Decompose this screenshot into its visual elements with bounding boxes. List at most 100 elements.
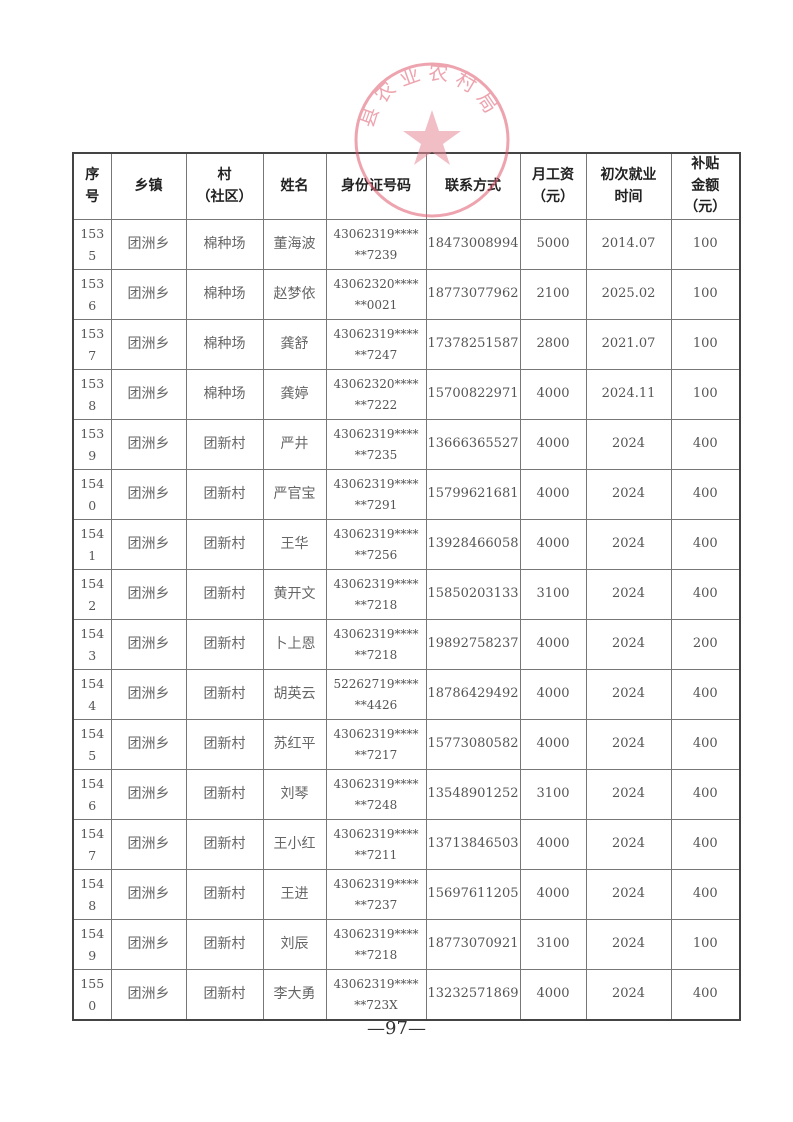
cell-village: 团新村 bbox=[185, 869, 264, 921]
cell-subsidy: 400 bbox=[670, 819, 741, 871]
cell-first-employment: 2024.11 bbox=[585, 369, 672, 421]
cell-seq: 154 7 bbox=[72, 819, 112, 871]
cell-monthly-wage: 4000 bbox=[519, 969, 587, 1021]
cell-township: 团洲乡 bbox=[110, 819, 187, 871]
cell-village: 棉种场 bbox=[185, 269, 264, 321]
cell-id-number: 43062319**** **7291 bbox=[325, 469, 427, 521]
cell-village: 棉种场 bbox=[185, 369, 264, 421]
cell-subsidy: 100 bbox=[670, 319, 741, 371]
cell-monthly-wage: 4000 bbox=[519, 419, 587, 471]
cell-township: 团洲乡 bbox=[110, 769, 187, 821]
cell-seq: 154 1 bbox=[72, 519, 112, 571]
cell-village: 团新村 bbox=[185, 569, 264, 621]
header-phone: 联系方式 bbox=[425, 152, 521, 221]
cell-id-number: 43062319**** **7239 bbox=[325, 219, 427, 271]
cell-seq: 154 6 bbox=[72, 769, 112, 821]
header-subsidy: 补贴 金额 （元） bbox=[670, 152, 741, 221]
cell-name: 苏红平 bbox=[262, 719, 327, 771]
cell-township: 团洲乡 bbox=[110, 319, 187, 371]
cell-subsidy: 400 bbox=[670, 469, 741, 521]
cell-phone: 13928466058 bbox=[425, 519, 521, 571]
cell-seq: 154 0 bbox=[72, 469, 112, 521]
header-township: 乡镇 bbox=[110, 152, 187, 221]
cell-township: 团洲乡 bbox=[110, 519, 187, 571]
cell-monthly-wage: 4000 bbox=[519, 369, 587, 421]
cell-seq: 153 8 bbox=[72, 369, 112, 421]
cell-seq: 153 6 bbox=[72, 269, 112, 321]
cell-first-employment: 2025.02 bbox=[585, 269, 672, 321]
cell-name: 卜上恩 bbox=[262, 619, 327, 671]
cell-id-number: 43062319**** **7218 bbox=[325, 569, 427, 621]
cell-subsidy: 400 bbox=[670, 869, 741, 921]
cell-name: 龚婷 bbox=[262, 369, 327, 421]
cell-phone: 15850203133 bbox=[425, 569, 521, 621]
cell-subsidy: 100 bbox=[670, 269, 741, 321]
cell-township: 团洲乡 bbox=[110, 469, 187, 521]
cell-village: 团新村 bbox=[185, 919, 264, 971]
cell-village: 团新村 bbox=[185, 819, 264, 871]
cell-phone: 17378251587 bbox=[425, 319, 521, 371]
cell-name: 赵梦依 bbox=[262, 269, 327, 321]
cell-township: 团洲乡 bbox=[110, 569, 187, 621]
table-row: 153 6 团洲乡 棉种场 赵梦依 43062320**** **0021 1877307… bbox=[72, 269, 741, 321]
cell-monthly-wage: 3100 bbox=[519, 769, 587, 821]
cell-id-number: 43062320**** **7222 bbox=[325, 369, 427, 421]
cell-id-number: 43062319**** **7237 bbox=[325, 869, 427, 921]
cell-phone: 13232571869 bbox=[425, 969, 521, 1021]
cell-township: 团洲乡 bbox=[110, 419, 187, 471]
cell-name: 李大勇 bbox=[262, 969, 327, 1021]
cell-first-employment: 2024 bbox=[585, 469, 672, 521]
table-row: 154 3 团洲乡 团新村 卜上恩 43062319**** **7218 1989275… bbox=[72, 619, 741, 671]
cell-phone: 18473008994 bbox=[425, 219, 521, 271]
cell-village: 团新村 bbox=[185, 469, 264, 521]
table-row: 154 1 团洲乡 团新村 王华 43062319**** **7256 13928466… bbox=[72, 519, 741, 571]
cell-id-number: 43062319**** **7247 bbox=[325, 319, 427, 371]
cell-first-employment: 2024 bbox=[585, 819, 672, 871]
cell-village: 团新村 bbox=[185, 519, 264, 571]
cell-id-number: 43062319**** **7248 bbox=[325, 769, 427, 821]
header-seq: 序 号 bbox=[72, 152, 112, 221]
cell-name: 董海波 bbox=[262, 219, 327, 271]
cell-first-employment: 2024 bbox=[585, 919, 672, 971]
cell-name: 王小红 bbox=[262, 819, 327, 871]
cell-village: 团新村 bbox=[185, 719, 264, 771]
table-row: 154 4 团洲乡 团新村 胡英云 52262719**** **4426 1878642… bbox=[72, 669, 741, 721]
cell-phone: 13666365527 bbox=[425, 419, 521, 471]
table-row: 153 5 团洲乡 棉种场 董海波 43062319**** **7239 1847300… bbox=[72, 219, 741, 271]
cell-village: 棉种场 bbox=[185, 219, 264, 271]
cell-phone: 15799621681 bbox=[425, 469, 521, 521]
cell-phone: 15697611205 bbox=[425, 869, 521, 921]
header-village: 村 （社区） bbox=[185, 152, 264, 221]
cell-monthly-wage: 3100 bbox=[519, 919, 587, 971]
cell-first-employment: 2024 bbox=[585, 519, 672, 571]
cell-seq: 154 2 bbox=[72, 569, 112, 621]
cell-township: 团洲乡 bbox=[110, 719, 187, 771]
cell-first-employment: 2024 bbox=[585, 969, 672, 1021]
table-row: 153 8 团洲乡 棉种场 龚婷 43062320**** **7222 15700822… bbox=[72, 369, 741, 421]
cell-phone: 18773077962 bbox=[425, 269, 521, 321]
table-row: 154 5 团洲乡 团新村 苏红平 43062319**** **7217 1577308… bbox=[72, 719, 741, 771]
cell-monthly-wage: 2800 bbox=[519, 319, 587, 371]
cell-monthly-wage: 4000 bbox=[519, 619, 587, 671]
cell-first-employment: 2024 bbox=[585, 619, 672, 671]
cell-township: 团洲乡 bbox=[110, 619, 187, 671]
cell-subsidy: 400 bbox=[670, 669, 741, 721]
cell-seq: 154 5 bbox=[72, 719, 112, 771]
table-row: 154 6 团洲乡 团新村 刘琴 43062319**** **7248 13548901… bbox=[72, 769, 741, 821]
cell-monthly-wage: 4000 bbox=[519, 869, 587, 921]
cell-id-number: 43062320**** **0021 bbox=[325, 269, 427, 321]
cell-id-number: 43062319**** **7256 bbox=[325, 519, 427, 571]
cell-village: 棉种场 bbox=[185, 319, 264, 371]
cell-subsidy: 400 bbox=[670, 419, 741, 471]
cell-township: 团洲乡 bbox=[110, 919, 187, 971]
cell-township: 团洲乡 bbox=[110, 869, 187, 921]
cell-name: 严井 bbox=[262, 419, 327, 471]
cell-monthly-wage: 4000 bbox=[519, 819, 587, 871]
cell-id-number: 43062319**** **723X bbox=[325, 969, 427, 1021]
table-row: 155 0 团洲乡 团新村 李大勇 43062319**** **723X 1323257… bbox=[72, 969, 741, 1021]
cell-first-employment: 2024 bbox=[585, 719, 672, 771]
cell-seq: 153 5 bbox=[72, 219, 112, 271]
cell-monthly-wage: 4000 bbox=[519, 519, 587, 571]
cell-monthly-wage: 5000 bbox=[519, 219, 587, 271]
cell-phone: 13548901252 bbox=[425, 769, 521, 821]
